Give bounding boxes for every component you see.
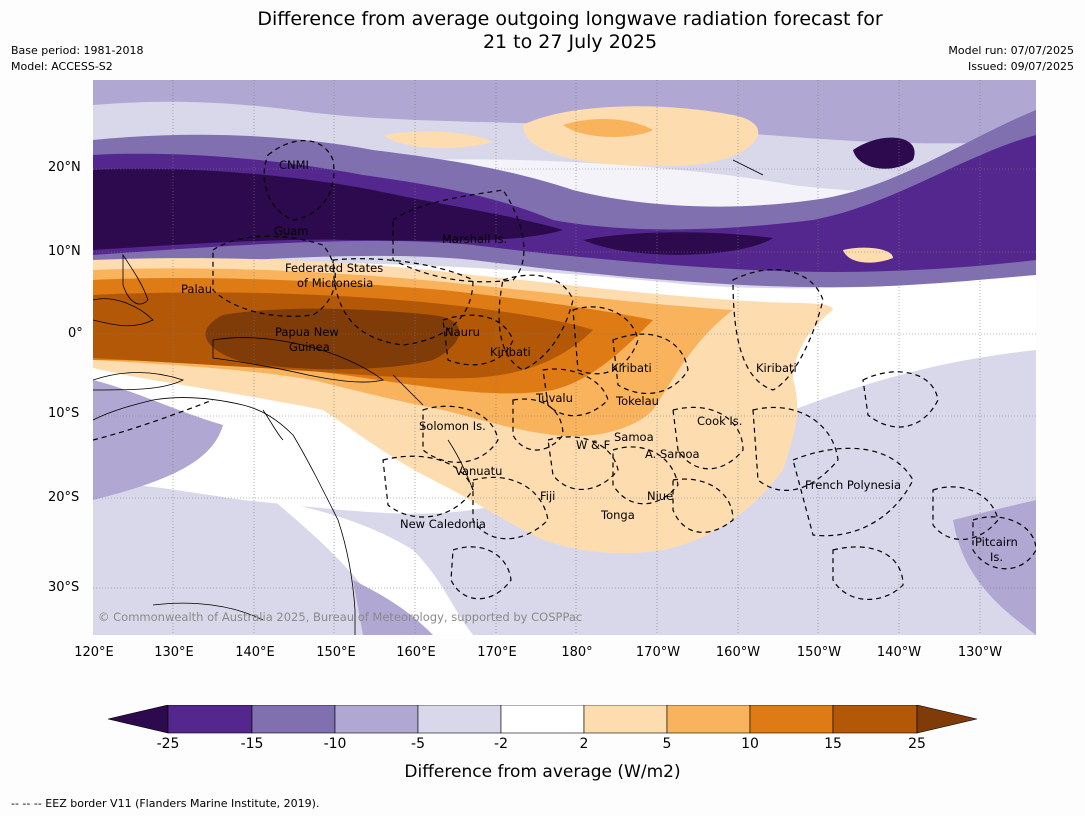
colorbar-tick: 2 (579, 736, 589, 752)
label-fsm-line1: Federated States (285, 261, 384, 275)
lon-label-160w: 160°W (715, 645, 761, 660)
map-svg (93, 80, 1036, 635)
label-guam: Guam (274, 224, 309, 238)
title-line-2: 21 to 27 July 2025 (482, 31, 658, 53)
eez-borders (93, 140, 1036, 600)
north-orange-core (563, 118, 653, 137)
model-name: Model: ACCESS-S2 (11, 60, 113, 73)
map-title: Difference from average outgoing longwav… (0, 8, 1085, 54)
label-png-line2: Guinea (289, 340, 330, 354)
colorbar-bin-2 (251, 705, 336, 734)
colorbar-tick: 25 (908, 736, 926, 752)
lon-label-130e: 130°E (154, 645, 194, 660)
positive-anomaly-extreme (205, 308, 460, 370)
label-solomon-islands: Solomon Is. (419, 419, 486, 433)
base-period: Base period: 1981-2018 (11, 44, 144, 57)
eez-footnote: -- -- -- EEZ border V11 (Flanders Marine… (11, 797, 320, 810)
colorbar-extend-low (108, 705, 169, 734)
label-vanuatu: Vanuatu (455, 464, 503, 478)
graticule (93, 80, 1036, 635)
north-band-deepest-west (93, 168, 563, 250)
label-png-line1: Papua New (275, 325, 339, 339)
colorbar-bin-7 (666, 705, 751, 734)
lon-label-150e: 150°E (316, 645, 356, 660)
southwest-light-purple (93, 496, 373, 635)
lat-label-20s: 20°S (48, 490, 80, 505)
north-orange-blob-2 (383, 131, 493, 149)
label-tonga: Tonga (601, 508, 635, 522)
label-pitcairn-line1: Pitcairn (975, 535, 1018, 549)
colorbar-bin-3 (334, 705, 419, 734)
label-kiribati-west: Kiribati (490, 345, 531, 359)
colorbar-tick: -25 (156, 736, 180, 752)
colorbar-bin-1 (167, 705, 253, 734)
south-mid-purple (353, 580, 433, 635)
label-french-polynesia: French Polynesia (805, 478, 902, 492)
colorbar-bin-8 (749, 705, 834, 734)
meta-right: Model run: 07/07/2025 Issued: 09/07/2025 (948, 43, 1074, 75)
title-line-1: Difference from average outgoing longwav… (257, 8, 883, 30)
australia-white (273, 500, 473, 635)
lon-label-140e: 140°E (235, 645, 275, 660)
colorbar-bin-6 (583, 705, 668, 734)
anomaly-map (93, 80, 1036, 635)
label-pitcairn-line2: Is. (990, 550, 1004, 564)
label-american-samoa: A. Samoa (645, 447, 700, 461)
lon-label-170e: 170°E (477, 645, 517, 660)
label-fsm-line2: of Micronesia (297, 276, 374, 290)
issued-date: Issued: 09/07/2025 (967, 60, 1074, 73)
copyright-notice: © Commonwealth of Australia 2025, Bureau… (98, 610, 583, 624)
colorbar-tick: 5 (662, 736, 672, 752)
east-orange-blob (843, 247, 893, 263)
lon-label-140w: 140°W (876, 645, 922, 660)
lat-label-20n: 20°N (48, 160, 81, 175)
lon-label-160e: 160°E (396, 645, 436, 660)
label-samoa: Samoa (614, 430, 654, 444)
colorbar-tick: -2 (494, 736, 508, 752)
lat-label-10n: 10°N (48, 244, 81, 259)
lon-label-170w: 170°W (635, 645, 681, 660)
label-nauru: Nauru (445, 325, 480, 339)
meta-left: Base period: 1981-2018 Model: ACCESS-S2 (11, 43, 143, 75)
lat-label-10s: 10°S (48, 406, 80, 421)
colorbar-bin-9 (832, 705, 918, 734)
north-band-deepest-central (583, 232, 773, 255)
lat-label-eq: 0° (68, 326, 83, 341)
colorbar-tick: 10 (741, 736, 759, 752)
colorbar-tick: -15 (240, 736, 264, 752)
colorbar-label: Difference from average (W/m2) (404, 762, 681, 782)
colorbar-bin-4 (417, 705, 502, 734)
north-band-deepest-east (853, 137, 915, 169)
colorbar (108, 705, 978, 734)
label-tuvalu: Tuvalu (536, 391, 573, 405)
lon-label-180: 180° (561, 645, 593, 660)
label-kiribati-central: Kiribati (611, 361, 652, 375)
model-run: Model run: 07/07/2025 (948, 44, 1074, 57)
label-fiji: Fiji (540, 489, 556, 503)
colorbar-bin-5 (500, 705, 585, 734)
north-band-purple (93, 80, 1036, 144)
lon-label-130w: 130°W (957, 645, 1003, 660)
west-mid-purple (93, 380, 223, 500)
label-palau: Palau (181, 282, 212, 296)
colorbar-tick: -5 (411, 736, 425, 752)
lon-label-150w: 150°W (796, 645, 842, 660)
colorbar-extend-high (916, 705, 978, 734)
label-new-caledonia: New Caledonia (400, 517, 486, 531)
colorbar-tick: -10 (323, 736, 347, 752)
label-cnmi: CNMI (279, 158, 309, 172)
lat-label-30s: 30°S (48, 580, 80, 595)
southeast-light-purple (751, 440, 1036, 635)
label-niue: Niue (647, 489, 674, 503)
label-wallis-futuna: W & F (576, 438, 611, 452)
coastlines (93, 159, 764, 635)
label-kiribati-east: Kiribati (756, 361, 797, 375)
lon-label-120e: 120°E (74, 645, 114, 660)
label-marshall-islands: Marshall Is. (442, 232, 508, 246)
colorbar-tick: 15 (824, 736, 842, 752)
label-cook-islands: Cook Is. (697, 414, 743, 428)
label-tokelau: Tokelau (616, 394, 659, 408)
